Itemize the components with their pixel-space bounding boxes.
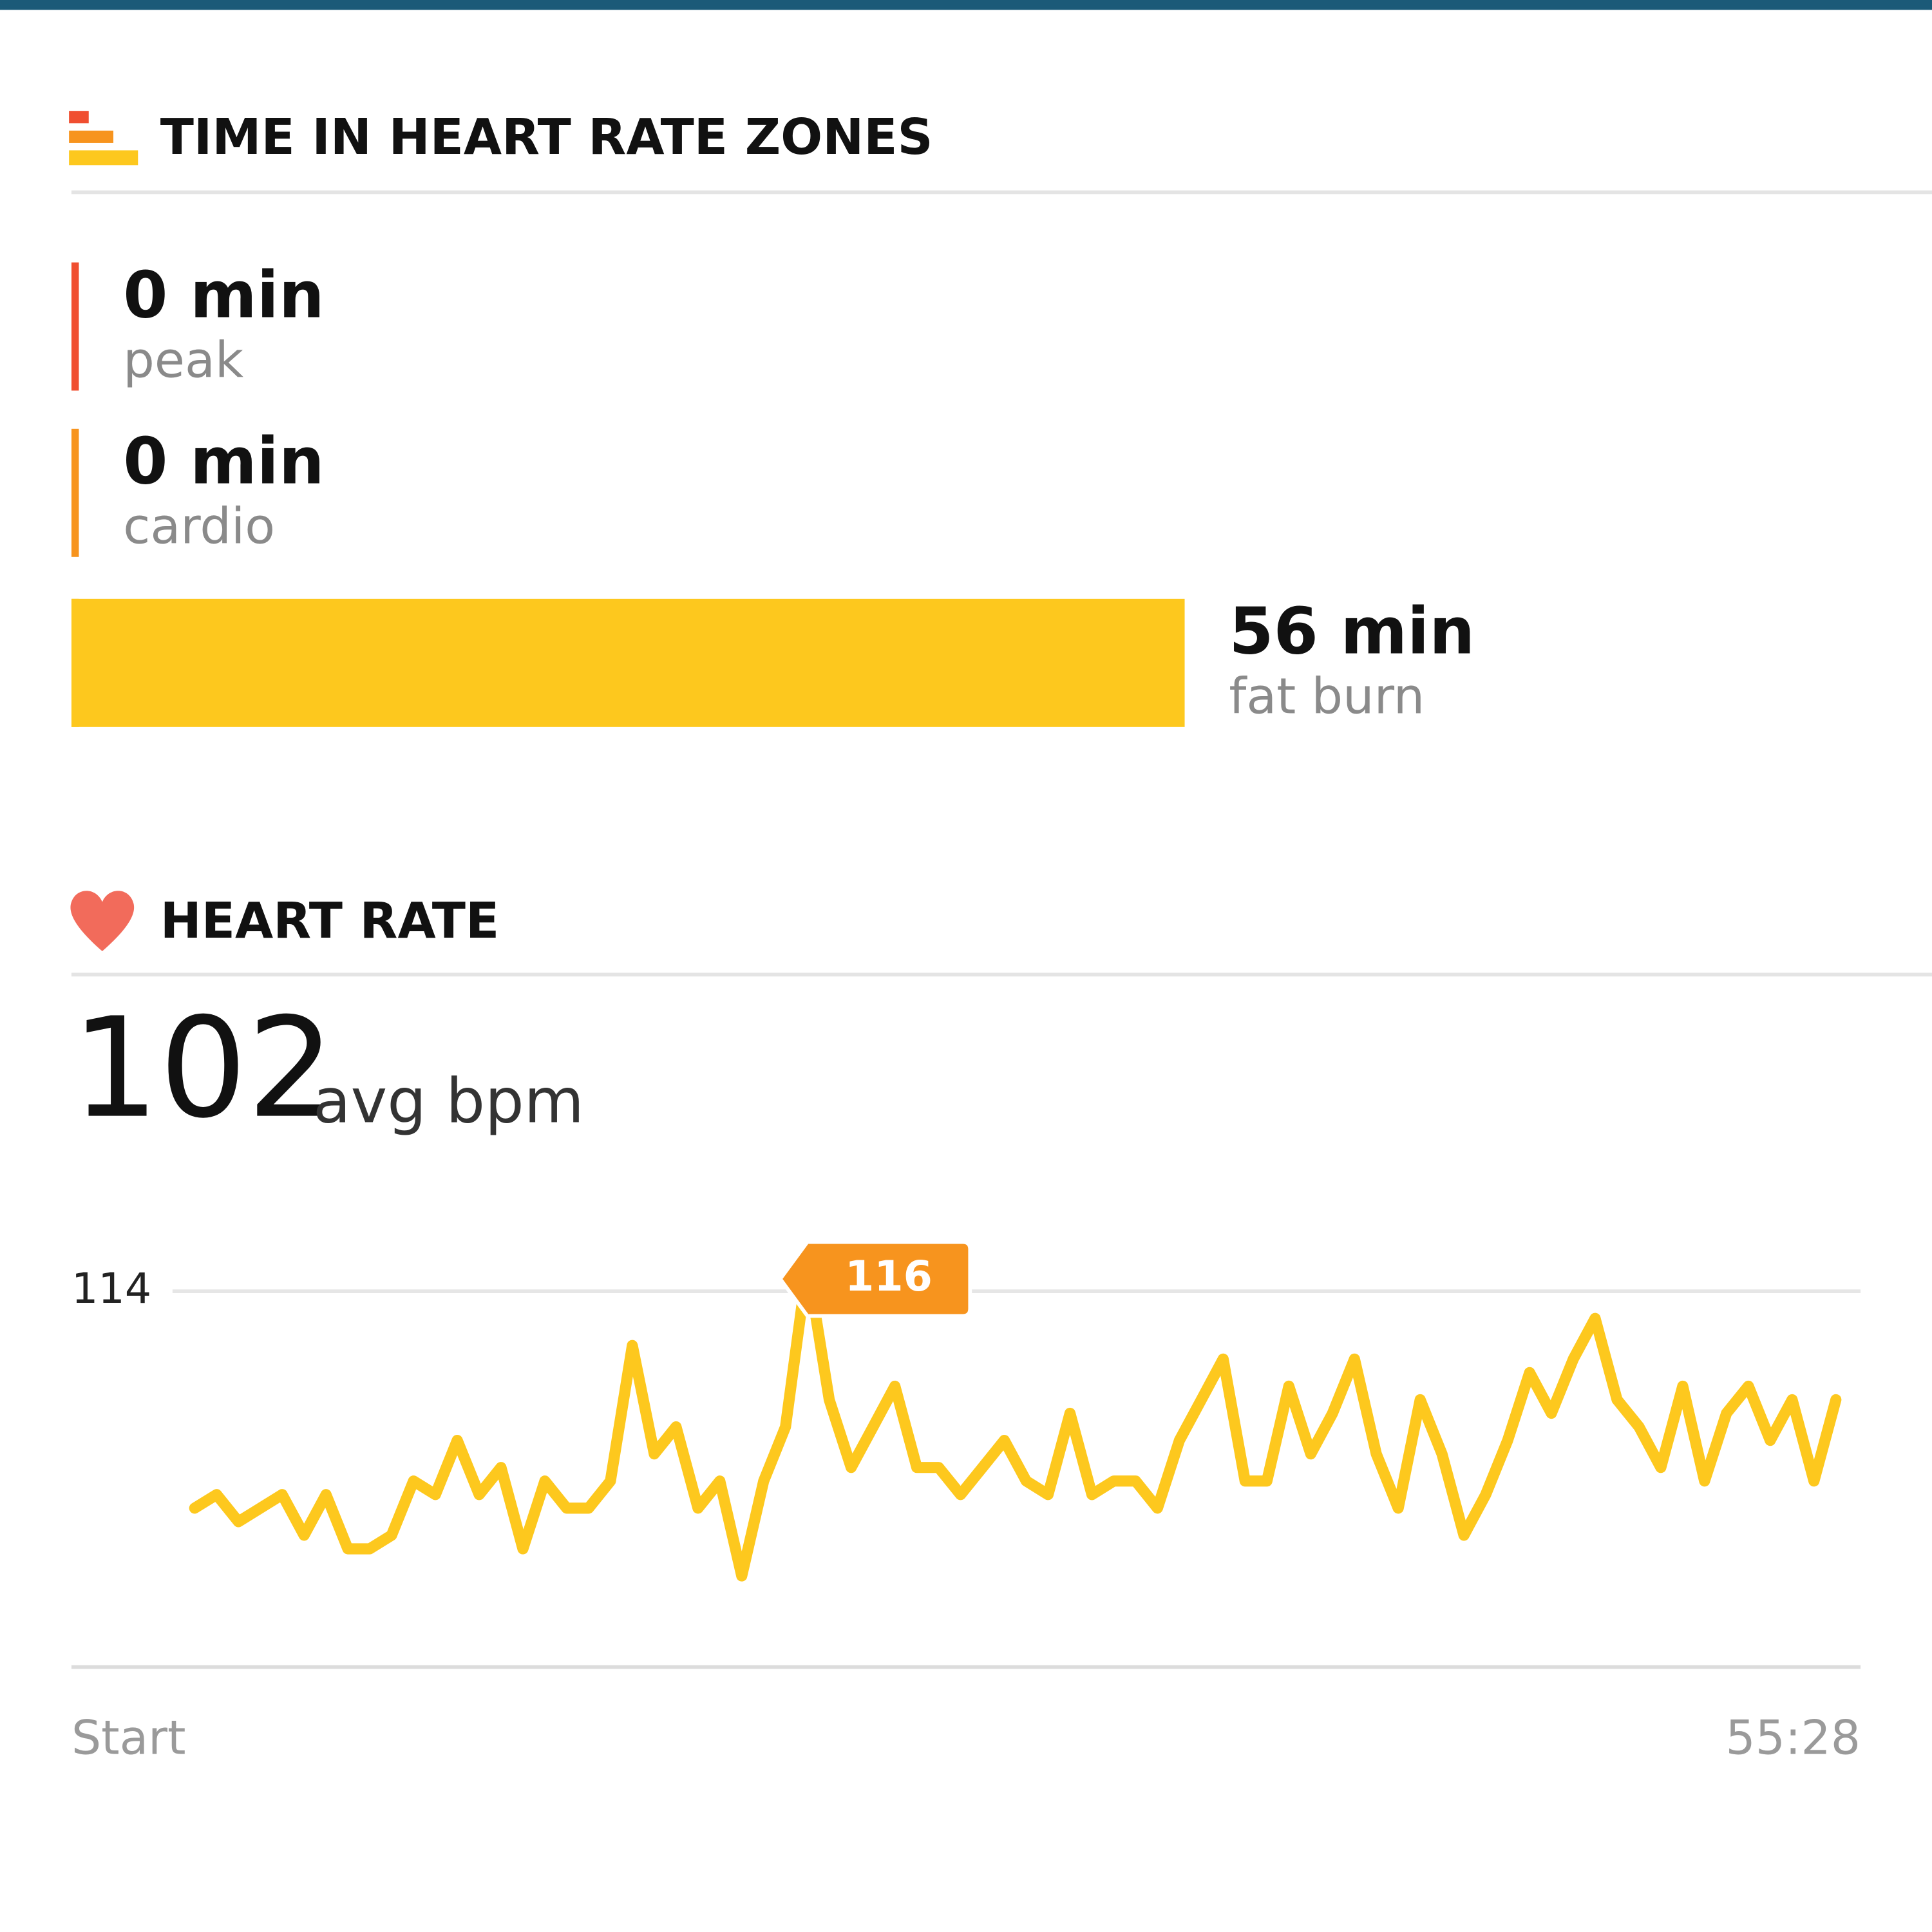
category-label: peak [123, 332, 244, 389]
bar [71, 598, 1185, 727]
zones-icon [69, 111, 138, 166]
heart-rate-line [189, 1258, 1842, 1582]
zone-accent [71, 428, 79, 557]
y-tick-label: 114 [71, 1265, 151, 1313]
category-label: fat burn [1229, 668, 1425, 726]
top-bar [0, 0, 1932, 10]
heart-icon [70, 891, 135, 952]
value-label: 0 min [123, 425, 324, 499]
value-label: 0 min [123, 258, 324, 332]
avg-value: 102 [71, 988, 335, 1149]
callout [778, 1240, 972, 1318]
category-label: cardio [123, 498, 275, 556]
zone-accent [71, 262, 79, 391]
x-axis-label: 55:28 [1726, 1711, 1861, 1765]
x-axis-label: Start [71, 1711, 186, 1765]
value-label: 56 min [1229, 595, 1475, 669]
avg-unit: avg bpm [313, 1065, 584, 1137]
section-title: TIME IN HEART RATE ZONES [160, 109, 933, 166]
data-label: 116 [845, 1253, 933, 1301]
section-title: HEART RATE [160, 893, 500, 950]
